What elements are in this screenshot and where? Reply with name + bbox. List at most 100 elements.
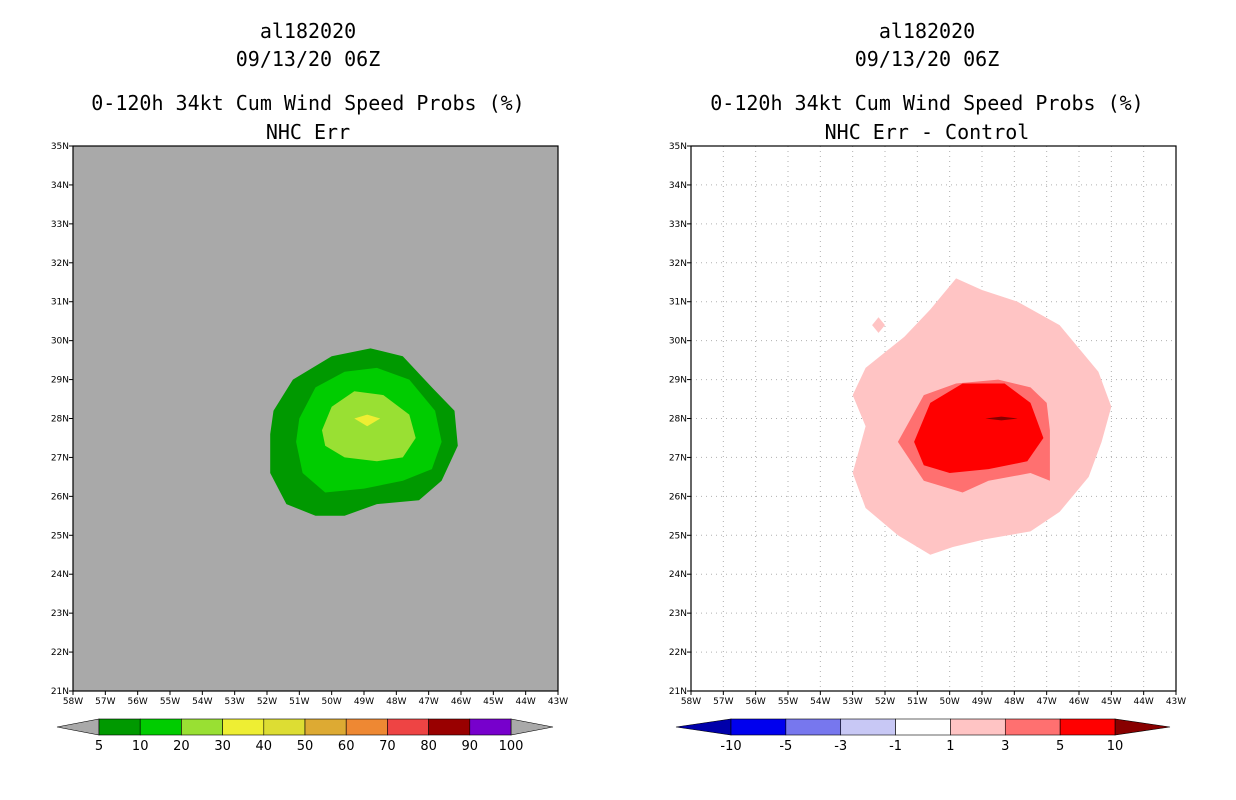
right-chart-subtitle: NHC Err - Control xyxy=(824,120,1030,144)
left-colorbar-label: 50 xyxy=(297,739,314,754)
left-lat-tick-label: 25N xyxy=(51,531,69,541)
left-lon-tick-label: 44W xyxy=(515,697,535,707)
right-lon-tick-label: 49W xyxy=(972,697,992,707)
right-colorbar-label: 10 xyxy=(1107,739,1124,754)
left-colorbar-label: 80 xyxy=(420,739,437,754)
right-lat-tick-label: 33N xyxy=(669,220,687,230)
left-colorbar-label: 40 xyxy=(256,739,273,754)
left-colorbar-swatch xyxy=(263,718,306,736)
right-colorbar-label: -3 xyxy=(834,739,847,754)
left-lon-tick-label: 58W xyxy=(63,697,83,707)
left-lon-tick-label: 52W xyxy=(257,697,277,707)
right-colorbar-label: -10 xyxy=(720,739,741,754)
left-contour-20-30 xyxy=(322,391,416,462)
right-lat-tick-label: 31N xyxy=(669,298,687,308)
right-colorbar-swatch xyxy=(895,718,951,736)
right-lat-tick-label: 21N xyxy=(669,687,687,697)
left-colorbar-label: 60 xyxy=(338,739,355,754)
left-lat-tick-label: 22N xyxy=(51,648,69,658)
right-lat-tick-label: 22N xyxy=(669,648,687,658)
right-lon-tick-label: 46W xyxy=(1069,697,1089,707)
left-colorbar-low-tail xyxy=(56,718,100,736)
right-lon-tick-label: 43W xyxy=(1166,697,1186,707)
left-colorbar-swatch xyxy=(387,718,429,736)
left-colorbar-label: 100 xyxy=(499,739,524,754)
right-lon-tick-label: 56W xyxy=(745,697,765,707)
left-colorbar-label: 20 xyxy=(173,739,190,754)
left-lat-tick-label: 31N xyxy=(51,298,69,308)
right-lon-tick-label: 51W xyxy=(907,697,927,707)
left-lat-tick-label: 23N xyxy=(51,609,69,619)
right-colorbar-low-tail xyxy=(675,718,732,736)
left-colorbar-swatch xyxy=(345,718,388,736)
left-lon-tick-label: 53W xyxy=(224,697,244,707)
right-lat-tick-label: 25N xyxy=(669,531,687,541)
right-colorbar-label: -1 xyxy=(889,739,902,754)
left-colorbar-swatch xyxy=(139,718,182,736)
left-lat-tick-label: 24N xyxy=(51,570,69,580)
right-colorbar-swatch xyxy=(950,718,1006,736)
left-lat-tick-label: 27N xyxy=(51,453,69,463)
right-lon-tick-label: 47W xyxy=(1036,697,1056,707)
right-lat-tick-label: 32N xyxy=(669,259,687,269)
left-lon-tick-label: 49W xyxy=(354,697,374,707)
left-lon-tick-label: 43W xyxy=(548,697,568,707)
right-lon-tick-label: 57W xyxy=(713,697,733,707)
right-lat-tick-label: 29N xyxy=(669,376,687,386)
left-lon-tick-label: 54W xyxy=(192,697,212,707)
right-colorbar-swatch xyxy=(1004,718,1061,736)
left-colorbar-swatch xyxy=(428,718,471,736)
left-lon-tick-label: 45W xyxy=(483,697,503,707)
right-colorbar-high-tail xyxy=(1114,718,1171,736)
left-datetime: 09/13/20 06Z xyxy=(235,47,381,71)
right-lat-tick-label: 28N xyxy=(669,415,687,425)
left-storm-id: al182020 xyxy=(259,19,357,43)
left-colorbar-swatch xyxy=(469,718,512,736)
left-lon-tick-label: 48W xyxy=(386,697,406,707)
right-storm-id: al182020 xyxy=(878,19,976,43)
right-lat-tick-label: 35N xyxy=(669,142,687,152)
right-lat-tick-label: 30N xyxy=(669,337,687,347)
left-colorbar-high-tail xyxy=(510,718,554,736)
right-datetime: 09/13/20 06Z xyxy=(854,47,1000,71)
left-lat-tick-label: 35N xyxy=(51,142,69,152)
left-lon-tick-label: 56W xyxy=(127,697,147,707)
right-lat-tick-label: 26N xyxy=(669,492,687,502)
left-chart-title: 0-120h 34kt Cum Wind Speed Probs (%) xyxy=(91,91,525,115)
left-lon-tick-label: 50W xyxy=(321,697,341,707)
right-lon-tick-label: 58W xyxy=(681,697,701,707)
left-lat-tick-label: 26N xyxy=(51,492,69,502)
left-lat-tick-label: 21N xyxy=(51,687,69,697)
right-colorbar-swatch xyxy=(840,718,896,736)
right-lon-tick-label: 54W xyxy=(810,697,830,707)
right-lon-tick-label: 48W xyxy=(1004,697,1024,707)
right-lon-tick-label: 50W xyxy=(939,697,959,707)
right-contour-1-3 xyxy=(872,317,885,333)
right-colorbar-label: 3 xyxy=(1001,739,1009,754)
right-lat-tick-label: 34N xyxy=(669,181,687,191)
left-lon-tick-label: 51W xyxy=(289,697,309,707)
left-lat-tick-label: 29N xyxy=(51,376,69,386)
right-lat-tick-label: 23N xyxy=(669,609,687,619)
right-colorbar-label: 5 xyxy=(1056,739,1064,754)
right-lon-tick-label: 52W xyxy=(875,697,895,707)
left-lat-tick-label: 34N xyxy=(51,181,69,191)
right-lat-tick-label: 27N xyxy=(669,453,687,463)
left-colorbar-swatch xyxy=(304,718,347,736)
right-lat-tick-label: 24N xyxy=(669,570,687,580)
right-colorbar-label: -5 xyxy=(779,739,792,754)
left-colorbar-label: 70 xyxy=(379,739,396,754)
left-lat-tick-label: 28N xyxy=(51,415,69,425)
left-lon-tick-label: 47W xyxy=(418,697,438,707)
right-colorbar-swatch xyxy=(1059,718,1116,736)
left-colorbar-swatch xyxy=(222,718,265,736)
left-colorbar-label: 10 xyxy=(132,739,149,754)
right-lon-tick-label: 45W xyxy=(1101,697,1121,707)
right-lon-tick-label: 53W xyxy=(842,697,862,707)
right-lon-tick-label: 55W xyxy=(778,697,798,707)
left-colorbar-label: 30 xyxy=(214,739,231,754)
left-colorbar-swatch xyxy=(181,718,223,736)
left-lat-tick-label: 30N xyxy=(51,337,69,347)
left-colorbar-label: 90 xyxy=(462,739,479,754)
